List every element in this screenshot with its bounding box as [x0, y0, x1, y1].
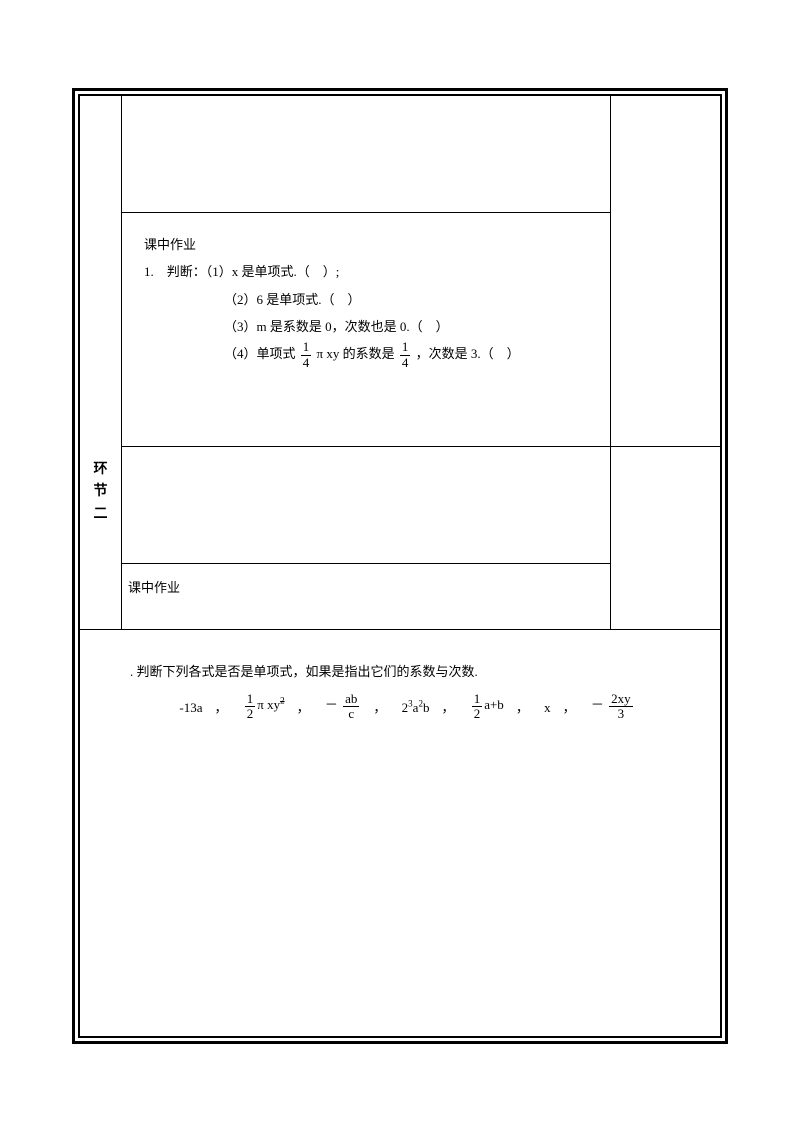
fraction-1: 1 4 [301, 340, 312, 370]
row1-right [611, 96, 721, 447]
expr-e: 1 2 a+b [470, 691, 504, 721]
inner-border: 环 节 二 课中作业 1. 判断：（1）x 是单项式.（ ） [78, 94, 722, 1038]
row2-content: 课中作业 1. 判断：（1）x 是单项式.（ ）; （2）6 是单项式.（ ） … [122, 212, 611, 446]
outer-border: 环 节 二 课中作业 1. 判断：（1）x 是单项式.（ ） [72, 88, 728, 1044]
expr-e-frac: 1 2 [472, 692, 483, 722]
layout-table: 环 节 二 课中作业 1. 判断：（1）x 是单项式.（ ） [79, 95, 721, 1037]
stage-label-char2: 节 [94, 484, 108, 499]
left-label-cell: 环 节 二 [80, 96, 122, 630]
row3-content [122, 446, 611, 563]
row5-expressions: -13a， 1 2 π xy2 ， － [130, 685, 684, 721]
row5-body: . 判断下列各式是否是单项式，如果是指出它们的系数与次数. -13a， 1 2 … [80, 630, 720, 731]
expr-b-frac: 1 2 [245, 692, 256, 722]
row4-content: 课中作业 [122, 563, 611, 629]
row4-title: 课中作业 [128, 574, 598, 601]
row5-content: . 判断下列各式是否是单项式，如果是指出它们的系数与次数. -13a， 1 2 … [80, 630, 721, 1037]
row2-body: 课中作业 1. 判断：（1）x 是单项式.（ ）; （2）6 是单项式.（ ） … [122, 213, 610, 388]
expr-d: 23a2b [402, 694, 430, 721]
expr-g: － 2xy 3 [591, 691, 635, 721]
page: 环 节 二 课中作业 1. 判断：（1）x 是单项式.（ ） [0, 0, 800, 1132]
row3-right [611, 446, 721, 629]
stage-label-char1: 环 [94, 462, 108, 477]
expr-f: x [544, 694, 551, 721]
fraction-2: 1 4 [400, 340, 411, 370]
expr-c-frac: ab c [343, 692, 359, 722]
row2-item4: （4）单项式 1 4 π xy 的系数是 1 4 ，次数 [144, 340, 588, 370]
expr-c: － ab c [325, 691, 362, 721]
row2-line1: 1. 判断：（1）x 是单项式.（ ）; [144, 258, 588, 285]
row5-prompt: . 判断下列各式是否是单项式，如果是指出它们的系数与次数. [130, 658, 684, 685]
row2-title: 课中作业 [144, 231, 588, 258]
row1-content [122, 96, 611, 213]
expr-g-frac: 2xy 3 [609, 692, 633, 722]
expr-b: 1 2 π xy2 [243, 691, 285, 721]
row4-body: 课中作业 [122, 564, 610, 611]
stage-label-char3: 二 [94, 507, 108, 522]
row2-item3: （3）m 是系数是 0，次数也是 0.（ ） [144, 313, 588, 340]
row2-item2: （2）6 是单项式.（ ） [144, 286, 588, 313]
expr-a: -13a [179, 694, 202, 721]
stage-label: 环 节 二 [80, 459, 121, 526]
